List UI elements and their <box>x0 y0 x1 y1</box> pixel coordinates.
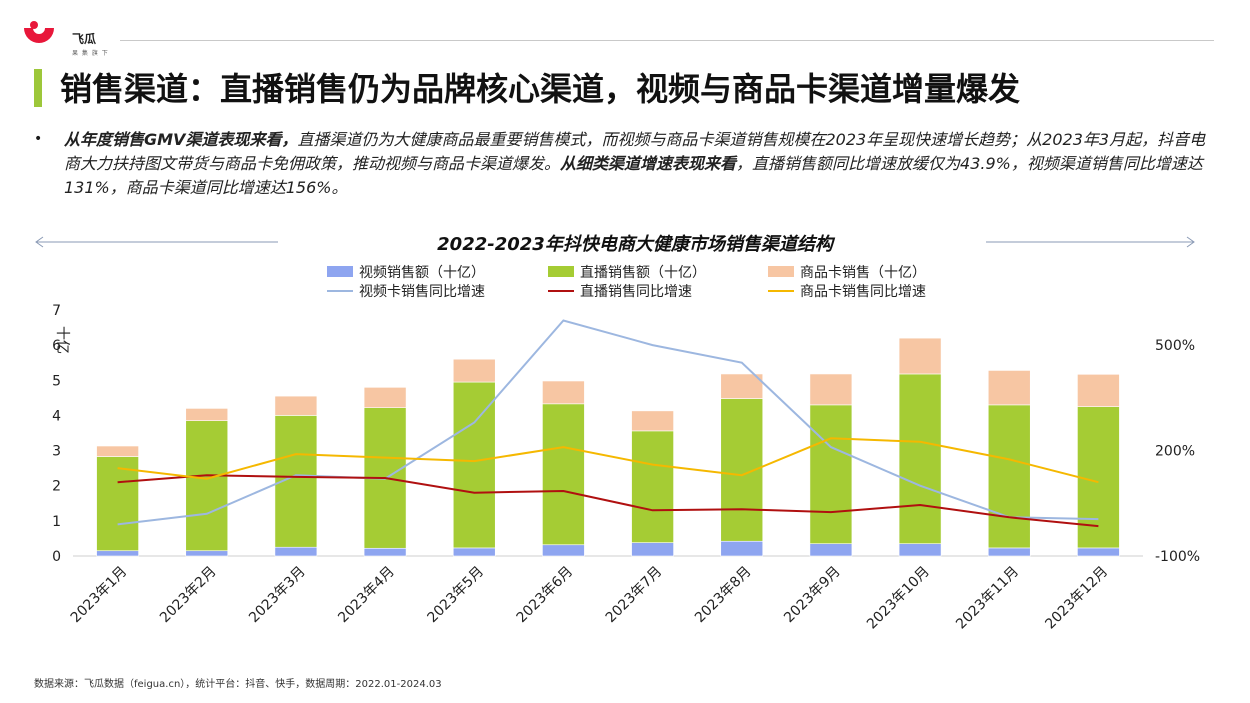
y2-tick-label: -100% <box>1155 549 1200 565</box>
bar-segment-1 <box>542 403 585 546</box>
bar-segment-2 <box>185 408 229 421</box>
y-tick-label: 1 <box>52 514 61 530</box>
chart-title: 2022-2023年抖快电商大健康市场销售渠道结构 <box>437 234 833 255</box>
bar-segment-0 <box>185 550 229 557</box>
x-tick-label: 2023年6月 <box>514 564 577 627</box>
right-arrow-decoration <box>986 236 1195 248</box>
bar-segment-1 <box>898 373 942 544</box>
bar-segment-0 <box>452 547 496 557</box>
y-tick-label: 4 <box>52 408 61 424</box>
bar-segment-2 <box>363 387 407 408</box>
para-lead-1: 从年度销售GMV渠道表现来看， <box>64 130 298 149</box>
bar-segment-0 <box>274 546 318 557</box>
legend-swatch-bar <box>327 266 353 277</box>
y-tick-label: 6 <box>52 338 61 354</box>
bar-segment-1 <box>809 404 853 544</box>
brand-name: 飞瓜 <box>72 32 97 46</box>
x-tick-label: 2023年8月 <box>692 564 755 627</box>
bar-segment-2 <box>542 380 585 405</box>
bar-segment-0 <box>631 542 674 557</box>
line-series-2 <box>117 437 1099 484</box>
bar-segment-1 <box>452 381 496 549</box>
x-tick-label: 2023年12月 <box>1042 564 1111 633</box>
bar-segment-2 <box>987 370 1031 406</box>
legend-label-bar: 直播销售额（十亿） <box>580 264 706 281</box>
y-tick-label: 0 <box>52 549 61 565</box>
page-title: 销售渠道：直播销售仍为品牌核心渠道，视频与商品卡渠道增量爆发 <box>60 70 1021 108</box>
bar-segment-2 <box>1077 374 1120 407</box>
x-tick-label: 2023年3月 <box>246 564 309 627</box>
bar-segment-1 <box>96 456 139 552</box>
x-tick-label: 2023年9月 <box>781 564 844 627</box>
legend-label-bar: 商品卡销售（十亿） <box>800 265 926 281</box>
legend-label-line: 视频卡销售同比增速 <box>359 284 485 300</box>
legend-swatch-bar <box>548 266 574 277</box>
bar-segment-2 <box>631 410 674 432</box>
bar-segment-0 <box>363 547 407 557</box>
bar-segment-2 <box>720 373 764 399</box>
legend-swatch-bar <box>768 266 794 277</box>
bar-segment-0 <box>542 544 585 557</box>
title-accent-bar <box>34 69 42 107</box>
bar-segment-2 <box>898 337 942 375</box>
bar-segment-1 <box>631 430 674 543</box>
bar-segment-2 <box>809 373 853 406</box>
x-tick-label: 2023年5月 <box>424 564 487 627</box>
left-arrow-decoration <box>35 236 278 248</box>
y-tick-label: 2 <box>52 479 61 495</box>
brand-subtitle: 果 集 旗 下 <box>72 50 109 57</box>
bar-segment-2 <box>274 395 318 416</box>
bar-segment-0 <box>1077 547 1120 557</box>
x-tick-label: 2023年2月 <box>157 564 220 627</box>
bar-segment-0 <box>987 547 1031 557</box>
y-tick-label: 3 <box>52 444 61 460</box>
line-series-1 <box>117 474 1099 528</box>
bar-segment-0 <box>898 543 942 557</box>
y2-tick-label: 200% <box>1155 444 1195 460</box>
bar-segment-1 <box>185 420 229 552</box>
legend-label-line: 商品卡销售同比增速 <box>800 284 926 300</box>
x-tick-label: 2023年1月 <box>68 564 131 627</box>
y-axis-label: 十亿 <box>54 326 70 354</box>
bar-segment-0 <box>720 540 764 557</box>
bar-segment-1 <box>987 404 1031 549</box>
para-lead-2: 从细类渠道增速表现来看 <box>560 154 737 173</box>
legend-label-bar: 视频销售额（十亿） <box>359 265 485 281</box>
brand-logo: 飞瓜 果 集 旗 下 <box>22 20 142 57</box>
y-tick-label: 7 <box>52 303 61 319</box>
bar-segment-2 <box>96 445 139 457</box>
bullet-marker: • <box>34 131 43 147</box>
bar-segment-0 <box>96 550 139 557</box>
para-text-2: ，直播销售额同比增速放缓仅为43.9%，视频渠道销售同比增速达131%，商品卡渠… <box>64 154 1203 197</box>
bar-segment-0 <box>809 543 853 557</box>
line-series-0 <box>117 319 1099 526</box>
x-tick-label: 2023年11月 <box>953 564 1022 633</box>
legend-label-line: 直播销售同比增速 <box>580 283 692 300</box>
y-tick-label: 5 <box>52 373 61 389</box>
source-footnote: 数据来源：飞瓜数据（feigua.cn），统计平台：抖音、快手，数据周期：202… <box>34 679 442 690</box>
x-tick-label: 2023年4月 <box>335 564 398 627</box>
top-rule <box>120 40 1214 41</box>
x-tick-label: 2023年10月 <box>864 564 933 633</box>
y2-tick-label: 500% <box>1155 338 1195 354</box>
bar-segment-2 <box>452 358 496 383</box>
bar-segment-1 <box>1077 406 1120 549</box>
para-text-1: 直播渠道仍为大健康商品最重要销售模式，而视频与商品卡渠道销售规模在2023年呈现… <box>64 130 1206 173</box>
summary-paragraph: 从年度销售GMV渠道表现来看，直播渠道仍为大健康商品最重要销售模式，而视频与商品… <box>64 128 1214 200</box>
x-tick-label: 2023年7月 <box>603 564 666 627</box>
brand-logo-icon <box>24 21 54 43</box>
